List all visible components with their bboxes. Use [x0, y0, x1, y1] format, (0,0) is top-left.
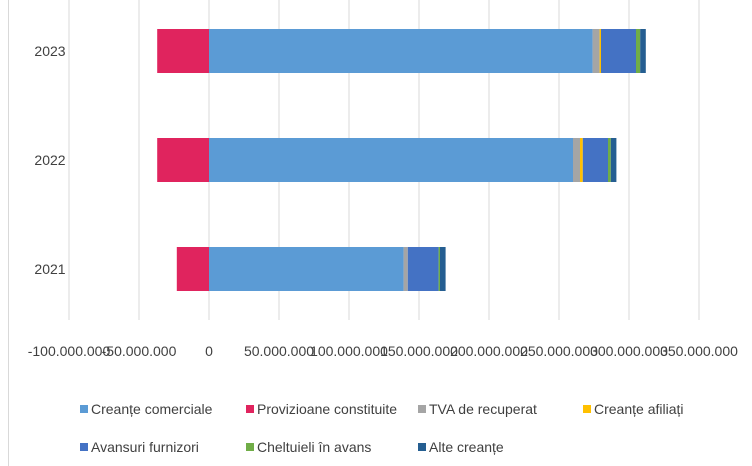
x-tick-label: -50.000.000: [102, 343, 177, 359]
legend-label: Cheltuieli în avans: [257, 439, 372, 455]
x-tick-label: 300.000.000: [590, 343, 668, 359]
legend-label: Alte creanțe: [429, 439, 504, 455]
legend-label: Provizioane constituite: [257, 401, 398, 417]
x-tick-label: -100.000.000: [28, 343, 111, 359]
bar-segment: [599, 29, 601, 73]
legend-swatch: [246, 405, 254, 413]
legend-swatch: [246, 443, 254, 451]
chart-border: [8, 0, 9, 466]
bar-segment: [176, 247, 209, 291]
bar-segment: [440, 247, 446, 291]
legend-swatch: [80, 443, 88, 451]
bar-segment: [640, 29, 646, 73]
y-category-label: 2022: [34, 152, 65, 168]
bar-segment: [157, 138, 209, 182]
y-category-label: 2021: [34, 261, 65, 277]
y-category-label: 2023: [34, 43, 65, 59]
bar-segment: [582, 138, 608, 182]
bar-segment: [407, 247, 439, 291]
bar-segment: [592, 29, 600, 73]
x-tick-label: 100.000.000: [310, 343, 388, 359]
legend: Creanțe comerciale Provizioane constituit…: [0, 394, 752, 466]
legend-item: Provizioane constituite: [246, 401, 397, 417]
legend-item: Cheltuieli în avans: [246, 439, 371, 455]
x-tick-label: 250.000.000: [520, 343, 598, 359]
legend-label: Creanțe comerciale: [91, 401, 213, 417]
x-tick-label: 200.000.000: [450, 343, 528, 359]
stacked-bar-chart: -100.000.000-50.000.000 0 50.000.000100.00…: [28, 0, 738, 359]
legend-swatch: [418, 405, 426, 413]
legend-label: Avansuri furnizori: [91, 439, 199, 455]
x-tick-label: 50.000.000: [244, 343, 314, 359]
legend-swatch: [583, 405, 591, 413]
bar-segment: [608, 138, 611, 182]
legend-label: TVA de recuperat: [429, 401, 537, 417]
bar-segment: [438, 247, 440, 291]
bar-segment: [573, 138, 580, 182]
bar-segment: [601, 29, 636, 73]
x-tick-label: 150.000.000: [380, 343, 458, 359]
legend-item: Creanțe afiliați: [583, 401, 684, 417]
bar-segment: [610, 138, 617, 182]
legend-swatch: [418, 443, 426, 451]
legend-item: Creanțe comerciale: [80, 401, 212, 417]
x-tick-label: 350.000.000: [660, 343, 738, 359]
bar-segment: [209, 29, 593, 73]
bar-segment: [209, 247, 404, 291]
legend-item: Avansuri furnizori: [80, 439, 199, 455]
x-tick-label: 0: [205, 343, 213, 359]
bar-segment: [209, 138, 573, 182]
legend-swatch: [80, 405, 88, 413]
legend-label: Creanțe afiliați: [594, 401, 684, 417]
bar-segment: [580, 138, 583, 182]
bar-segment: [403, 247, 408, 291]
bar-segment: [157, 29, 209, 73]
bar-segment: [636, 29, 641, 73]
legend-item: TVA de recuperat: [418, 401, 537, 417]
legend-item: Alte creanțe: [418, 439, 504, 455]
